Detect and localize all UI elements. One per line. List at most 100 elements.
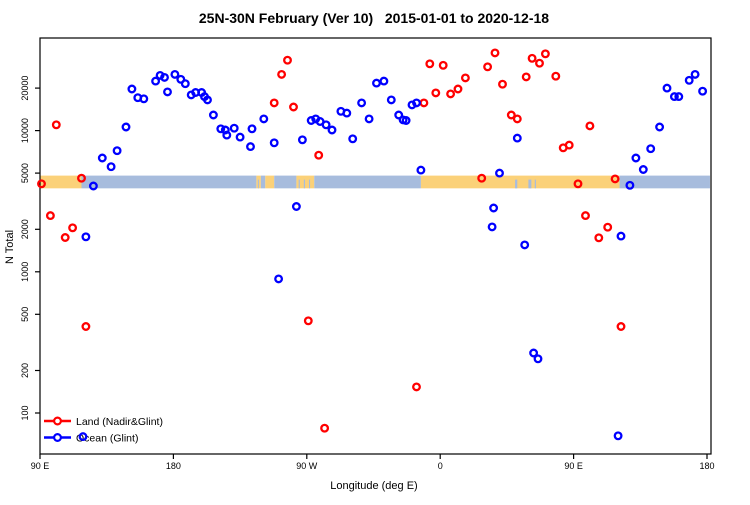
land-point [303,316,313,326]
ocean-point [690,69,700,79]
ocean-point [216,124,226,134]
y-tick-label: 5000 [20,163,30,183]
ocean-point [259,114,269,124]
ocean-point [372,78,381,88]
land-point [540,49,550,59]
ocean-point [81,232,91,242]
land-point [289,102,298,112]
land-point [320,423,330,433]
y-tick-label: 100 [20,405,30,420]
y-axis-title: N Total [4,230,16,264]
map-ocean-segment [314,175,421,189]
ocean-point [160,72,169,82]
map-ocean-speckle [515,179,518,189]
ocean-point [412,98,421,108]
map-ocean-speckle [528,179,532,189]
ocean-point [97,153,107,163]
ocean-point [674,92,684,102]
land-point [77,173,86,183]
x-tick-label: 180 [166,461,181,471]
ocean-point [274,274,284,284]
x-tick-label: 180 [699,461,714,471]
map-ocean-segment [260,175,266,189]
legend-label: Land (Nadir&Glint) [76,416,163,428]
ocean-point [394,110,404,120]
map-land-segment [40,175,82,189]
land-point [483,62,493,72]
land-point [581,211,590,221]
ocean-point [662,83,672,93]
ocean-point [112,146,122,156]
land-point [477,173,487,183]
land-point [551,71,561,81]
ocean-point [139,94,149,104]
x-tick-label: 90 E [31,461,50,471]
ocean-point [401,116,411,125]
map-land-segment [420,175,620,189]
land-point [60,233,70,242]
land-point [37,179,46,189]
land-point [506,110,516,120]
land-point [283,55,292,65]
ocean-point [364,114,374,124]
y-tick-label: 2000 [20,219,30,239]
ocean-point [684,75,694,85]
map-ocean-segment [619,175,710,189]
ocean-point [631,153,641,163]
land-point [453,84,463,94]
ocean-point [638,165,648,174]
land-point [564,140,574,150]
ocean-point [495,168,504,178]
land-point [438,60,448,70]
land-point [431,88,441,98]
ocean-point [121,122,131,132]
chart-title: 25N-30N February (Ver 10) 2015-01-01 to … [199,10,549,26]
land-point [498,79,507,89]
land-point [68,223,78,233]
axes-layer: 90 E 180 90 W 0 90 E 180 100 200 500 1000 2000 5000… [20,37,715,471]
y-tick-label: 20000 [20,76,30,101]
land-point [521,72,531,82]
data-points-layer [37,48,708,442]
land-point [512,114,522,124]
x-axis-title: Longitude (deg E) [330,480,417,492]
ocean-point [487,222,497,232]
y-tick-label: 200 [20,363,30,378]
ocean-point [625,180,635,190]
ocean-point [669,92,679,102]
ocean-point [655,122,665,132]
ocean-point [88,181,98,191]
ocean-point [327,125,337,135]
ocean-point [269,138,279,148]
ocean-point [208,110,218,120]
x-tick-label: 0 [438,461,443,471]
land-point [603,222,613,232]
ocean-point [106,162,116,172]
map-ocean-speckle [257,179,259,189]
ocean-point [616,231,626,241]
ocean-point [342,108,352,118]
ocean-point [529,348,539,358]
ocean-point [698,86,708,96]
ocean-point [291,202,301,211]
plot-border [39,37,712,455]
ocean-point [489,203,499,213]
map-band-layer [40,175,710,189]
ocean-point [520,240,530,250]
legend-label: Ocean (Glint) [76,432,138,444]
map-ocean-segment [81,175,257,189]
ocean-point [151,76,161,86]
ocean-point [176,74,186,84]
land-point [527,53,537,63]
land-point [616,322,626,331]
y-tick-label: 10000 [20,118,30,143]
ocean-point [229,123,239,133]
land-point [490,48,500,58]
land-point [419,98,429,108]
map-ocean-speckle [534,179,536,189]
ocean-point [512,133,522,143]
y-tick-label: 500 [20,307,30,322]
ocean-point [127,84,137,94]
map-ocean-speckle [303,179,306,189]
